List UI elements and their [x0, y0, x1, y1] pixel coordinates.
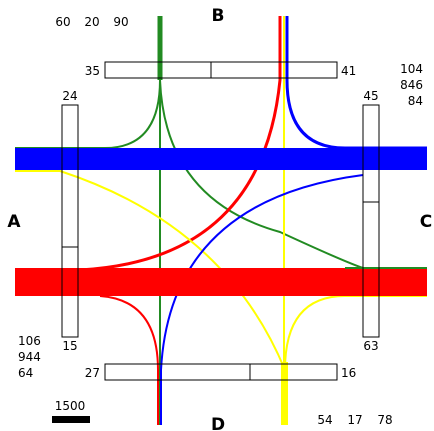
- flow-d-blue: [160, 174, 364, 425]
- scale-bar: [52, 416, 90, 423]
- bottom-bar-right-label: 16: [341, 366, 356, 380]
- top-count: 60: [55, 15, 70, 29]
- left-count: 944: [18, 350, 41, 364]
- flow-d-yellow: [281, 362, 288, 425]
- flow-d-red: [99, 295, 159, 425]
- top-bar: [104, 61, 338, 79]
- direction-a: A: [7, 212, 21, 232]
- left-bar-bottom-label: 15: [62, 339, 77, 353]
- scale-label: 1500: [55, 399, 86, 413]
- direction-c: C: [420, 212, 432, 232]
- right-bar: [362, 104, 380, 338]
- top-count: 20: [84, 15, 99, 29]
- bottom-bar: [104, 363, 338, 381]
- flow-b-blue: [285, 16, 427, 150]
- right-count: 84: [408, 94, 423, 108]
- right-count: 846: [400, 78, 423, 92]
- direction-d: D: [211, 415, 225, 431]
- left-count: 64: [18, 366, 33, 380]
- left-count: 106: [18, 334, 41, 348]
- bottom-bar-left-label: 27: [85, 366, 100, 380]
- right-bar-bottom-label: 63: [363, 339, 378, 353]
- bottom-count: 54: [317, 413, 332, 427]
- top-bar-left-label: 35: [85, 64, 100, 78]
- right-bar-top-label: 45: [363, 89, 378, 103]
- bottom-count: 17: [347, 413, 362, 427]
- flow-b-red: [79, 16, 282, 272]
- direction-b: B: [212, 6, 225, 26]
- right-count: 104: [400, 62, 423, 76]
- top-bar-right-label: 41: [341, 64, 356, 78]
- left-bar: [61, 104, 79, 338]
- flow-c-blue-band: [15, 148, 427, 170]
- flow-a-red-band: [15, 268, 427, 296]
- left-bar-top-label: 24: [62, 89, 77, 103]
- flow-b-green: [15, 16, 427, 425]
- bottom-count: 78: [377, 413, 392, 427]
- top-count: 90: [113, 15, 128, 29]
- flow-yellow: [15, 16, 427, 425]
